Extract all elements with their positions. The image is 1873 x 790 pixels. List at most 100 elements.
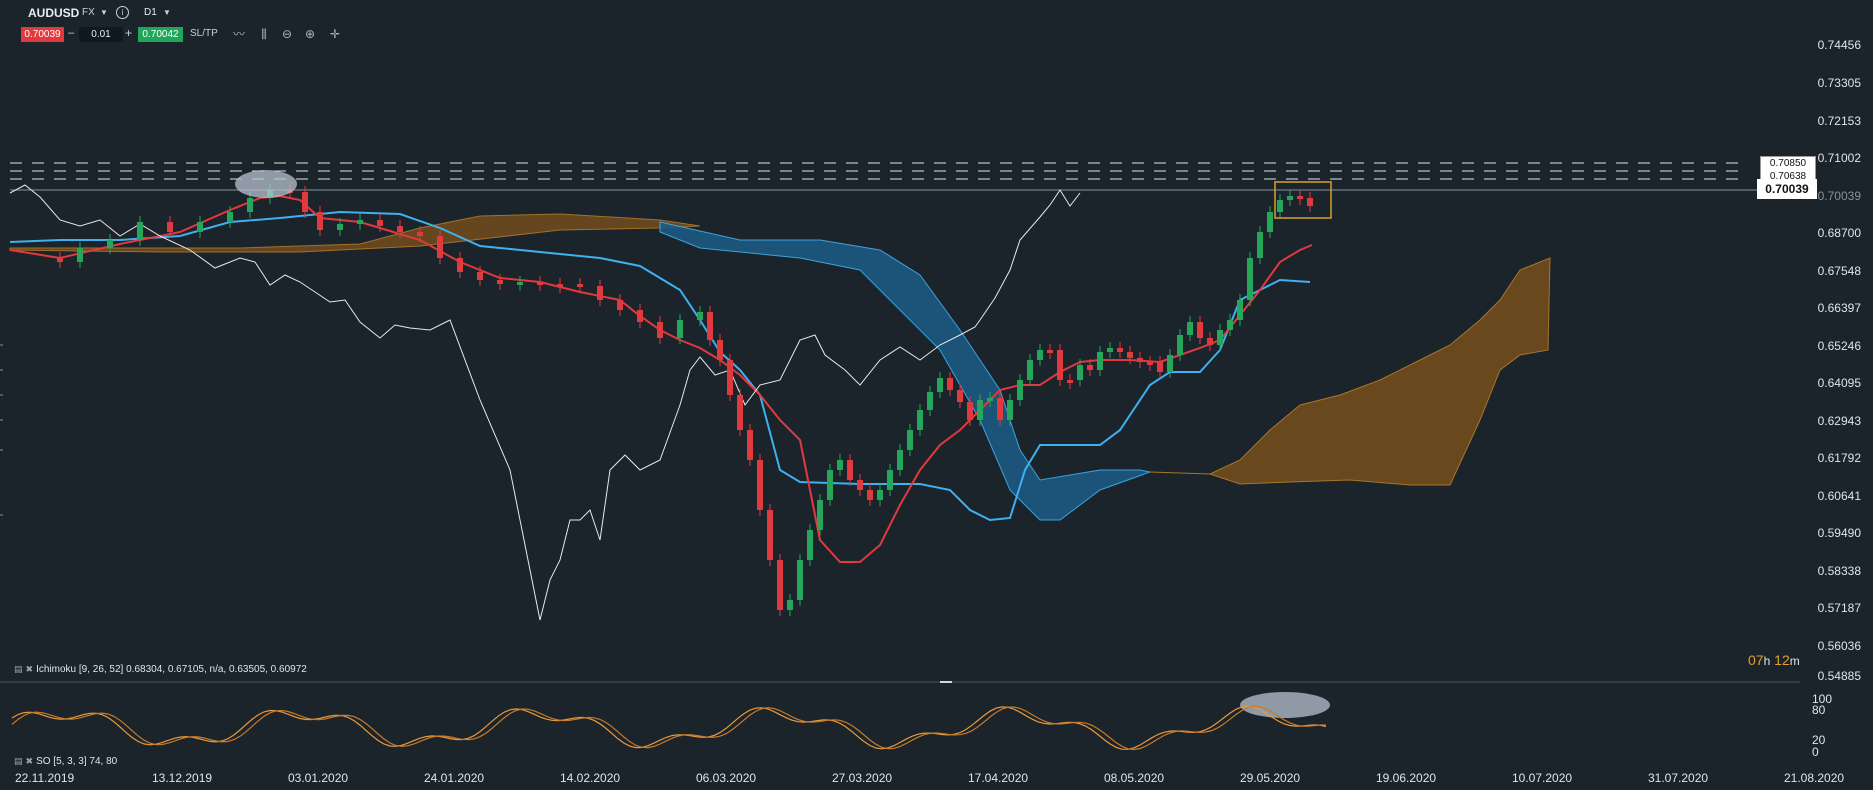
- candle-body: [787, 600, 793, 610]
- price-label: 0.66397: [1817, 301, 1861, 315]
- zoom-out-icon[interactable]: ⊖: [281, 27, 293, 41]
- candle-body: [197, 222, 203, 232]
- volume-increase-button[interactable]: +: [125, 26, 133, 40]
- candle-body: [967, 402, 973, 420]
- price-label: 0.61792: [1817, 451, 1861, 465]
- candle-body: [457, 258, 463, 272]
- price-label: 0.54885: [1817, 669, 1861, 683]
- symbol-label[interactable]: AUDUSD: [28, 6, 80, 20]
- candle-body: [437, 236, 443, 258]
- close-icon[interactable]: ✖: [25, 757, 34, 767]
- current-price-tag: 0.70039: [1757, 179, 1817, 199]
- line-chart-icon[interactable]: 〰: [232, 27, 245, 41]
- symbol-dropdown-icon[interactable]: ▼: [100, 8, 108, 17]
- candle-body: [1017, 380, 1023, 400]
- date-label: 03.01.2020: [288, 771, 349, 785]
- timeframe-label[interactable]: D1: [144, 7, 157, 18]
- candle-body: [1107, 348, 1113, 352]
- timer-minutes: 12: [1774, 652, 1790, 668]
- timer-m-unit: m: [1789, 654, 1800, 668]
- candle-body: [997, 398, 1003, 420]
- candle-body: [937, 378, 943, 392]
- candle-body: [1197, 322, 1203, 338]
- volume-input[interactable]: 0.01: [79, 27, 123, 42]
- settings-icon[interactable]: ▤: [14, 757, 23, 767]
- candle-body: [897, 450, 903, 470]
- settings-icon[interactable]: ▤: [14, 665, 23, 675]
- candle-body: [1047, 350, 1053, 353]
- candle-body: [837, 460, 843, 470]
- date-label: 21.08.2020: [1784, 771, 1845, 785]
- candle-body: [767, 510, 773, 560]
- price-label: 0.58338: [1817, 564, 1861, 578]
- so-level-label: 100: [1812, 692, 1833, 706]
- candle-body: [107, 240, 113, 248]
- candle-body: [707, 312, 713, 340]
- candle-body: [747, 430, 753, 460]
- price-label: 0.65246: [1817, 339, 1861, 353]
- zoom-in-icon[interactable]: ⊕: [304, 27, 316, 41]
- sltp-button[interactable]: SL/TP: [190, 28, 218, 39]
- timer-h-unit: h: [1763, 654, 1771, 668]
- ichimoku-cloud-bull-right: [1149, 257, 1551, 486]
- candle-body: [137, 222, 143, 240]
- sell-price-button[interactable]: 0.70039: [21, 27, 64, 42]
- buy-price-button[interactable]: 0.70042: [138, 27, 183, 42]
- price-label: 0.73305: [1817, 76, 1861, 90]
- date-label: 22.11.2019: [15, 771, 75, 785]
- candle-body: [1257, 232, 1263, 258]
- close-icon[interactable]: ✖: [25, 665, 34, 675]
- overlay-price-1: 0.70850: [1769, 158, 1807, 169]
- candle-body: [1037, 350, 1043, 360]
- crosshair-icon[interactable]: ✛: [329, 27, 341, 41]
- candle-body: [867, 490, 873, 500]
- date-label: 31.07.2020: [1648, 771, 1709, 785]
- timeframe-dropdown-icon[interactable]: ▼: [163, 8, 171, 17]
- ichimoku-label: Ichimoku [9, 26, 52] 0.68304, 0.67105, n…: [36, 664, 307, 675]
- left-axis-ticks: [0, 344, 3, 516]
- price-label: 0.57187: [1817, 601, 1861, 615]
- ichimoku-legend[interactable]: ▤ ✖ Ichimoku [9, 26, 52] 0.68304, 0.67105,…: [14, 664, 307, 675]
- so-level-label: 0: [1812, 745, 1819, 759]
- candle-body: [1297, 196, 1303, 199]
- candle-body: [1067, 380, 1073, 383]
- candle-body: [727, 360, 733, 395]
- stochastic-legend[interactable]: ▤ ✖ SO [5, 3, 3] 74, 80: [14, 756, 117, 767]
- overlay-price-2: 0.70638: [1769, 171, 1807, 182]
- candle-body: [1237, 300, 1243, 320]
- kijun-sen-line: [9, 210, 1311, 522]
- highlight-ellipse-stoch: [1240, 692, 1330, 718]
- date-label: 13.12.2019: [152, 771, 213, 785]
- candle-body: [947, 378, 953, 390]
- candle-body: [737, 395, 743, 430]
- price-label: 0.70039: [1817, 189, 1861, 203]
- candle-body: [317, 212, 323, 230]
- so-level-label: 20: [1812, 733, 1826, 747]
- resistance-lines: [10, 162, 1745, 180]
- candle-body: [957, 390, 963, 402]
- candle-body: [1097, 352, 1103, 370]
- candle-body: [337, 224, 343, 230]
- candle-body: [1147, 362, 1153, 365]
- candle-body: [877, 490, 883, 500]
- candle-body: [377, 220, 383, 226]
- volume-decrease-button[interactable]: –: [68, 27, 75, 39]
- candle-body: [77, 248, 83, 262]
- date-label: 14.02.2020: [560, 771, 621, 785]
- candle-body: [57, 258, 63, 262]
- date-label: 24.01.2020: [424, 771, 485, 785]
- so-level-label: 80: [1812, 703, 1826, 717]
- info-icon[interactable]: i: [116, 6, 129, 19]
- price-label: 0.68700: [1817, 226, 1861, 240]
- price-label: 0.59490: [1817, 526, 1861, 540]
- candle-body: [577, 284, 583, 287]
- date-label: 06.03.2020: [696, 771, 757, 785]
- candle-body: [1167, 355, 1173, 372]
- ichimoku-cloud-bull-left: [9, 213, 701, 253]
- price-label: 0.74456: [1817, 38, 1861, 52]
- candle-body: [717, 340, 723, 360]
- stoch-k-line: [11, 705, 1327, 750]
- candle-body: [1307, 198, 1313, 206]
- indicator-icon[interactable]: ⫼: [261, 27, 267, 41]
